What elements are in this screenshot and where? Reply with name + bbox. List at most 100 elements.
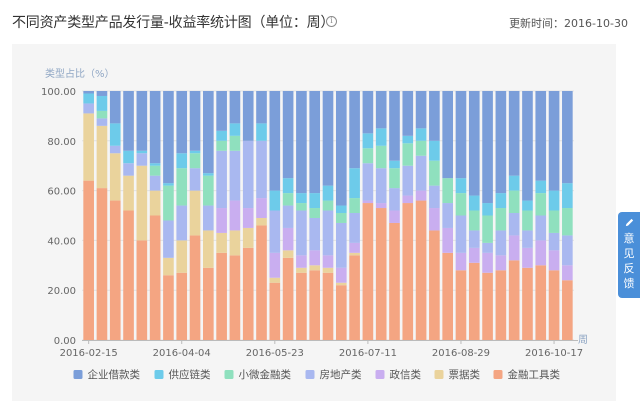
bar-segment [455, 270, 467, 340]
bar-segment [562, 235, 573, 266]
bar-segment [508, 235, 520, 261]
x-tick-label: 2016-05-23 [246, 348, 304, 359]
bar-segment [309, 265, 321, 271]
bar-segment [468, 91, 480, 196]
bar-segment [508, 91, 520, 176]
bar-segment [269, 190, 281, 211]
bar-segment [83, 91, 94, 94]
bar-segment [322, 200, 334, 211]
bar-segment [429, 160, 440, 186]
header: 不同资产类型产品发行量-收益率统计图（单位：周） 更新时间：2016-10-30 [0, 0, 640, 44]
bar-segment [242, 91, 254, 141]
bar-segment [522, 230, 533, 248]
bar-segment [455, 178, 467, 194]
y-tick-label: 40.00 [47, 236, 76, 247]
bar-segment [495, 208, 507, 231]
bar-segment [362, 91, 374, 134]
bar-segment [296, 91, 307, 194]
bar-segment [229, 91, 241, 124]
bar-segment [109, 91, 121, 124]
bar-segment [429, 208, 440, 231]
bar-segment [176, 168, 188, 206]
bar-segment [322, 255, 334, 268]
bar-segment [495, 230, 507, 256]
bar-segment [455, 91, 467, 179]
bar-segment [149, 163, 161, 166]
bar-segment [349, 168, 360, 199]
bar-segment [429, 185, 440, 209]
bar-segment [189, 190, 201, 236]
bar-segment [269, 252, 281, 278]
bar-segment [229, 135, 241, 151]
page-title: 不同资产类型产品发行量-收益率统计图（单位：周） [12, 15, 335, 31]
legend-swatch [305, 370, 315, 379]
bar-segment [362, 200, 374, 204]
bar-segment [309, 270, 321, 340]
bar-segment [442, 252, 453, 340]
bar-segment [123, 175, 134, 211]
bar-segment [362, 133, 374, 149]
bar-segment [442, 91, 453, 179]
bar-segment [163, 275, 174, 340]
legend-label: 票据类 [449, 368, 481, 381]
info-icon[interactable] [326, 16, 337, 27]
bar-segment [562, 91, 573, 184]
bar-segment [256, 198, 267, 218]
bar-segment [468, 195, 480, 211]
bar-segment [109, 200, 121, 340]
y-tick-label: 80.00 [47, 137, 76, 148]
bar-segment [415, 140, 427, 156]
update-time: 更新时间：2016-10-30 [509, 17, 628, 30]
legend-swatch [493, 370, 503, 379]
bar-segment [203, 205, 214, 231]
bar-segment [482, 91, 493, 204]
bar-segment [375, 145, 387, 169]
bar-segment [548, 232, 560, 251]
bar-segment [216, 232, 227, 253]
bar-segment [296, 210, 307, 256]
y-tick-label: 0.00 [54, 336, 76, 347]
bar-segment [508, 213, 520, 236]
bar-segment [335, 267, 347, 283]
bar-segment [548, 250, 560, 271]
bar-segment [296, 267, 307, 273]
bar-segment [415, 200, 427, 340]
bar-segment [535, 240, 547, 266]
bar-segment [335, 285, 347, 340]
bar-segment [136, 150, 148, 154]
bar-segment [282, 257, 294, 340]
bar-segment [96, 95, 108, 111]
bar-segment [83, 113, 94, 181]
bar-segment [242, 140, 254, 209]
bar-segment [123, 150, 134, 164]
bar-segment [123, 163, 134, 176]
bar-segment [335, 213, 347, 223]
bar-segment [109, 153, 121, 201]
bar-segment [455, 215, 467, 253]
bar-segment [216, 91, 227, 131]
bar-segment [296, 255, 307, 268]
bar-segment [415, 190, 427, 201]
bar-segment [242, 227, 254, 248]
bar-segment [389, 160, 400, 169]
x-axis-label: 周 [578, 334, 588, 346]
bar-segment [349, 91, 360, 169]
bar-segment [216, 208, 227, 233]
bar-segment [96, 91, 108, 96]
bar-segment [375, 128, 387, 146]
bar-segment [468, 210, 480, 231]
bar-segment [242, 208, 254, 228]
bar-segment [163, 183, 174, 186]
feedback-button[interactable]: 意见反馈 [618, 212, 640, 298]
bar-segment [203, 267, 214, 340]
bar-segment [96, 118, 108, 126]
legend-label: 企业借款类 [88, 368, 141, 381]
bar-segment [522, 91, 533, 201]
bar-segment [163, 91, 174, 184]
bar-segment [189, 168, 201, 191]
bar-segment [282, 205, 294, 228]
bar-segment [216, 252, 227, 340]
bar-segment [176, 91, 188, 154]
bar-segment [322, 185, 334, 201]
bar-segment [508, 190, 520, 214]
